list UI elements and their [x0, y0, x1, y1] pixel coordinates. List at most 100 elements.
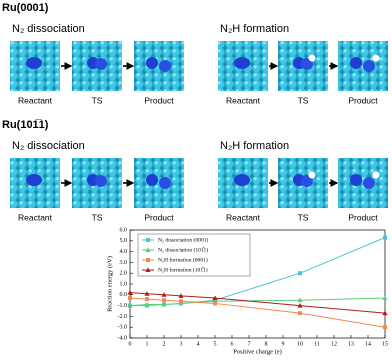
point [162, 298, 166, 303]
adsorbate [26, 57, 42, 69]
y-tick-label: -2.0 [118, 314, 128, 320]
point [382, 310, 388, 316]
x-tick-label: 10 [297, 341, 303, 347]
point [383, 325, 387, 330]
panel-label: Reactant [18, 212, 53, 222]
panel-label: TS [298, 95, 309, 105]
point [297, 297, 303, 303]
adsorbate [350, 57, 362, 69]
point [128, 296, 132, 301]
y-tick-label: -1.0 [118, 303, 128, 309]
y-tick-label: -3.0 [118, 325, 128, 331]
panel-label: Reactant [18, 95, 53, 105]
group-title: N₂H formation [220, 23, 289, 35]
x-tick-label: 9 [282, 341, 285, 347]
y-tick-label: 0.0 [120, 292, 128, 298]
group-title: N₂ dissociation [12, 23, 85, 35]
x-tick-label: 3 [180, 341, 183, 347]
panel-label: Product [348, 212, 378, 222]
y-tick-label: 2.0 [120, 271, 128, 277]
series-line [129, 292, 386, 314]
legend-box [137, 233, 251, 277]
point [178, 293, 184, 298]
panel-label: Product [348, 95, 378, 105]
adsorbate [159, 177, 171, 189]
point [127, 290, 133, 295]
point [383, 235, 387, 240]
x-tick-label: 8 [265, 341, 268, 347]
y-axis-label: Reaction energy (eV) [106, 256, 113, 312]
point [145, 297, 149, 302]
panel-label: Product [144, 212, 174, 222]
group-title: N₂ dissociation [12, 140, 85, 152]
legend-marker [145, 267, 151, 272]
panel-label: Reactant [226, 212, 261, 222]
x-tick-label: 1 [146, 341, 149, 347]
point [212, 295, 218, 301]
x-tick-label: 13 [348, 341, 354, 347]
adsorbate [159, 60, 171, 72]
y-tick-label: 1.0 [120, 281, 128, 287]
x-tick-label: 6 [231, 341, 234, 347]
panel-label: TS [92, 95, 103, 105]
panel-label: TS [298, 212, 309, 222]
x-tick-label: 2 [163, 341, 166, 347]
point [127, 303, 133, 308]
hydrogen [308, 171, 316, 179]
hydrogen [372, 171, 380, 179]
point [213, 301, 217, 306]
y-tick-label: 4.0 [120, 249, 128, 255]
section-title: Ru(0001) [2, 2, 49, 14]
x-tick-label: 14 [365, 341, 371, 347]
legend-marker [146, 258, 150, 262]
adsorbate [350, 174, 362, 186]
x-tick-label: 4 [197, 341, 200, 347]
adsorbate [146, 57, 158, 69]
y-tick-label: 3.0 [120, 260, 128, 266]
panel-label: Reactant [226, 95, 261, 105]
hydrogen [308, 54, 316, 62]
series-line [129, 297, 386, 328]
x-tick-label: 5 [214, 341, 217, 347]
panel-label: TS [92, 212, 103, 222]
adsorbate [95, 58, 107, 70]
adsorbate [363, 177, 375, 189]
y-tick-label: 5.0 [120, 238, 128, 244]
y-tick-label: -4.0 [118, 335, 128, 341]
y-tick-label: 6.0 [120, 227, 128, 233]
group-title: N₂H formation [220, 140, 289, 152]
legend-label: N₂H formation (0001) [158, 256, 208, 263]
adsorbate [301, 58, 313, 70]
adsorbate [301, 175, 313, 187]
x-tick-label: 11 [314, 341, 320, 347]
adsorbate [146, 174, 158, 186]
adsorbate [363, 60, 375, 72]
x-tick-label: 0 [129, 341, 132, 347]
legend-label: N₂ dissociation (101̅1) [158, 246, 208, 253]
legend-label: N₂ dissociation (0001) [158, 236, 209, 243]
x-tick-label: 12 [331, 341, 337, 347]
point [161, 301, 167, 307]
point [298, 311, 302, 316]
point [298, 271, 302, 276]
section-title: Ru(101̅1) [2, 119, 49, 131]
point [297, 303, 303, 308]
panel-label: Product [144, 95, 174, 105]
legend-label: N₂H formation (101̅1) [158, 266, 208, 273]
point [179, 299, 183, 304]
legend-marker [145, 247, 151, 252]
adsorbate [95, 175, 107, 187]
point [382, 295, 388, 301]
adsorbate [26, 174, 42, 186]
x-axis-label: Positive charge (e) [233, 348, 282, 355]
x-tick-label: 7 [248, 341, 251, 347]
adsorbate [234, 174, 250, 186]
legend-marker [146, 238, 150, 242]
hydrogen [372, 54, 380, 62]
point [161, 292, 167, 297]
point [144, 291, 150, 296]
x-tick-label: 15 [382, 341, 388, 347]
adsorbate [234, 57, 250, 69]
point [144, 301, 150, 307]
